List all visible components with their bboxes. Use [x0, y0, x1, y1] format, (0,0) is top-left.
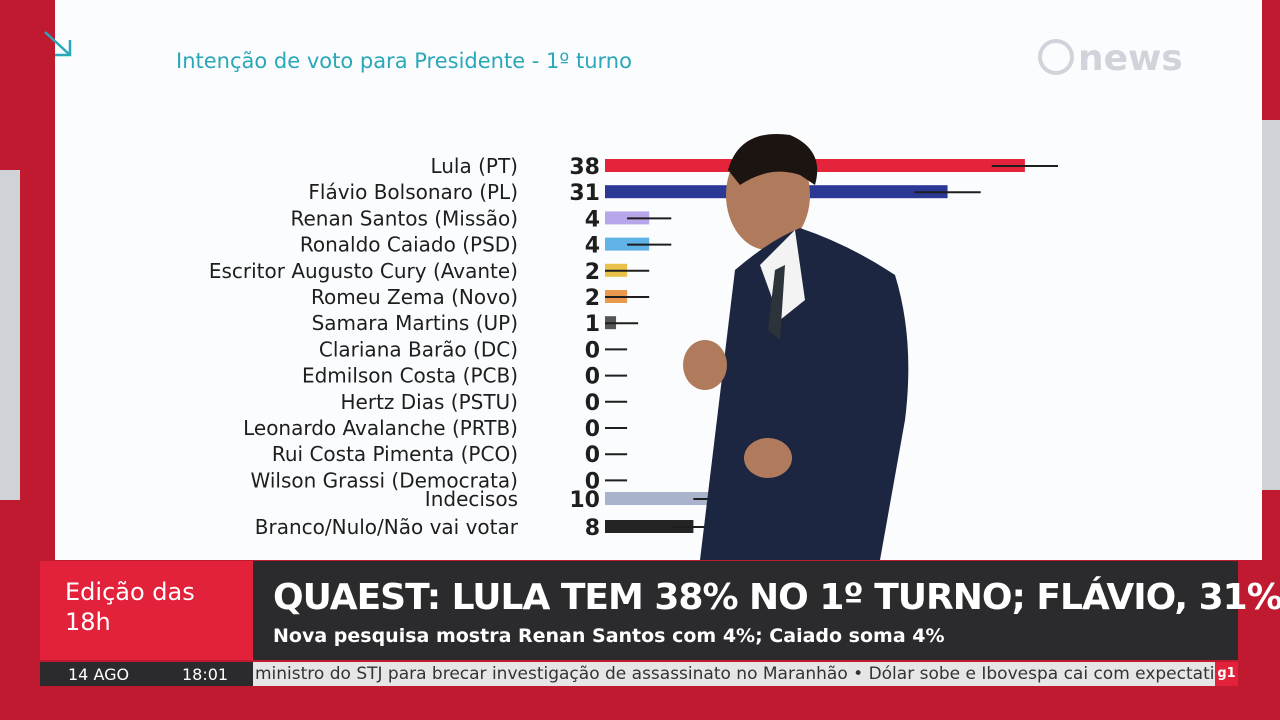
channel-logo: news — [1078, 38, 1183, 79]
value-label: 1 — [585, 312, 600, 337]
value-label: 0 — [585, 338, 600, 363]
arrow-icon — [44, 31, 72, 57]
category-label: Branco/Nulo/Não vai votar — [255, 515, 519, 539]
category-label: Lula (PT) — [430, 154, 518, 178]
value-label: 38 — [569, 155, 600, 180]
category-label: Romeu Zema (Novo) — [311, 285, 518, 309]
date: 14 AGO — [68, 665, 130, 684]
value-label: 0 — [585, 469, 600, 494]
program-name: Edição das 18h — [65, 578, 195, 636]
ticker-text: ministro do STJ para brecar investigação… — [255, 664, 1215, 684]
headline-box: QUAEST: LULA TEM 38% NO 1º TURNO; FLÁVIO… — [253, 561, 1280, 660]
category-label: Clariana Barão (DC) — [319, 337, 518, 361]
presenter-hand — [744, 438, 792, 478]
bar — [605, 492, 716, 505]
presenter-suit — [700, 228, 909, 560]
headline: QUAEST: LULA TEM 38% NO 1º TURNO; FLÁVIO… — [273, 577, 1280, 618]
category-label: Edmilson Costa (PCB) — [302, 364, 518, 388]
category-label: Renan Santos (Missão) — [291, 206, 519, 230]
value-label: 0 — [585, 365, 600, 390]
subheadline: Nova pesquisa mostra Renan Santos com 4%… — [273, 625, 945, 647]
chart: Lula (PT) 38 Flávio Bolsonaro (PL) 31 Renan … — [209, 154, 1059, 541]
chart-panel — [55, 0, 1262, 560]
value-label: 0 — [585, 417, 600, 442]
program-box: Edição das 18h — [40, 561, 253, 660]
category-label: Wilson Grassi (Democrata) — [251, 468, 518, 492]
category-label: Flávio Bolsonaro (PL) — [308, 180, 518, 204]
ticker-logo: g1 — [1215, 662, 1238, 686]
value-label: 0 — [585, 391, 600, 416]
category-label: Hertz Dias (PSTU) — [341, 390, 518, 414]
chart-title: Intenção de voto para Presidente - 1º tu… — [176, 49, 632, 73]
value-label: 0 — [585, 443, 600, 468]
value-label: 31 — [569, 181, 600, 206]
presenter-tie — [768, 265, 785, 340]
studio-window — [0, 170, 20, 500]
category-label: Samara Martins (UP) — [312, 311, 518, 335]
presenter — [683, 134, 909, 560]
category-label: Leonardo Avalanche (PRTB) — [243, 416, 518, 440]
time: 18:01 — [182, 665, 229, 684]
logo-icon — [1038, 39, 1074, 75]
ticker: ministro do STJ para brecar investigação… — [253, 662, 1215, 686]
value-label: 4 — [585, 207, 600, 232]
category-label: Escritor Augusto Cury (Avante) — [209, 259, 518, 283]
presenter-hair — [728, 134, 818, 185]
value-label: 2 — [585, 286, 600, 311]
category-label: Rui Costa Pimenta (PCO) — [272, 442, 518, 466]
bar — [605, 520, 694, 533]
category-label: Ronaldo Caiado (PSD) — [300, 233, 518, 257]
value-label: 10 — [569, 488, 600, 513]
value-label: 2 — [585, 260, 600, 285]
presenter-hand — [683, 340, 727, 390]
value-label: 8 — [585, 516, 600, 541]
clock-box: 14 AGO 18:01 — [40, 662, 253, 686]
category-label: Indecisos — [425, 487, 518, 511]
value-label: 4 — [585, 234, 600, 259]
